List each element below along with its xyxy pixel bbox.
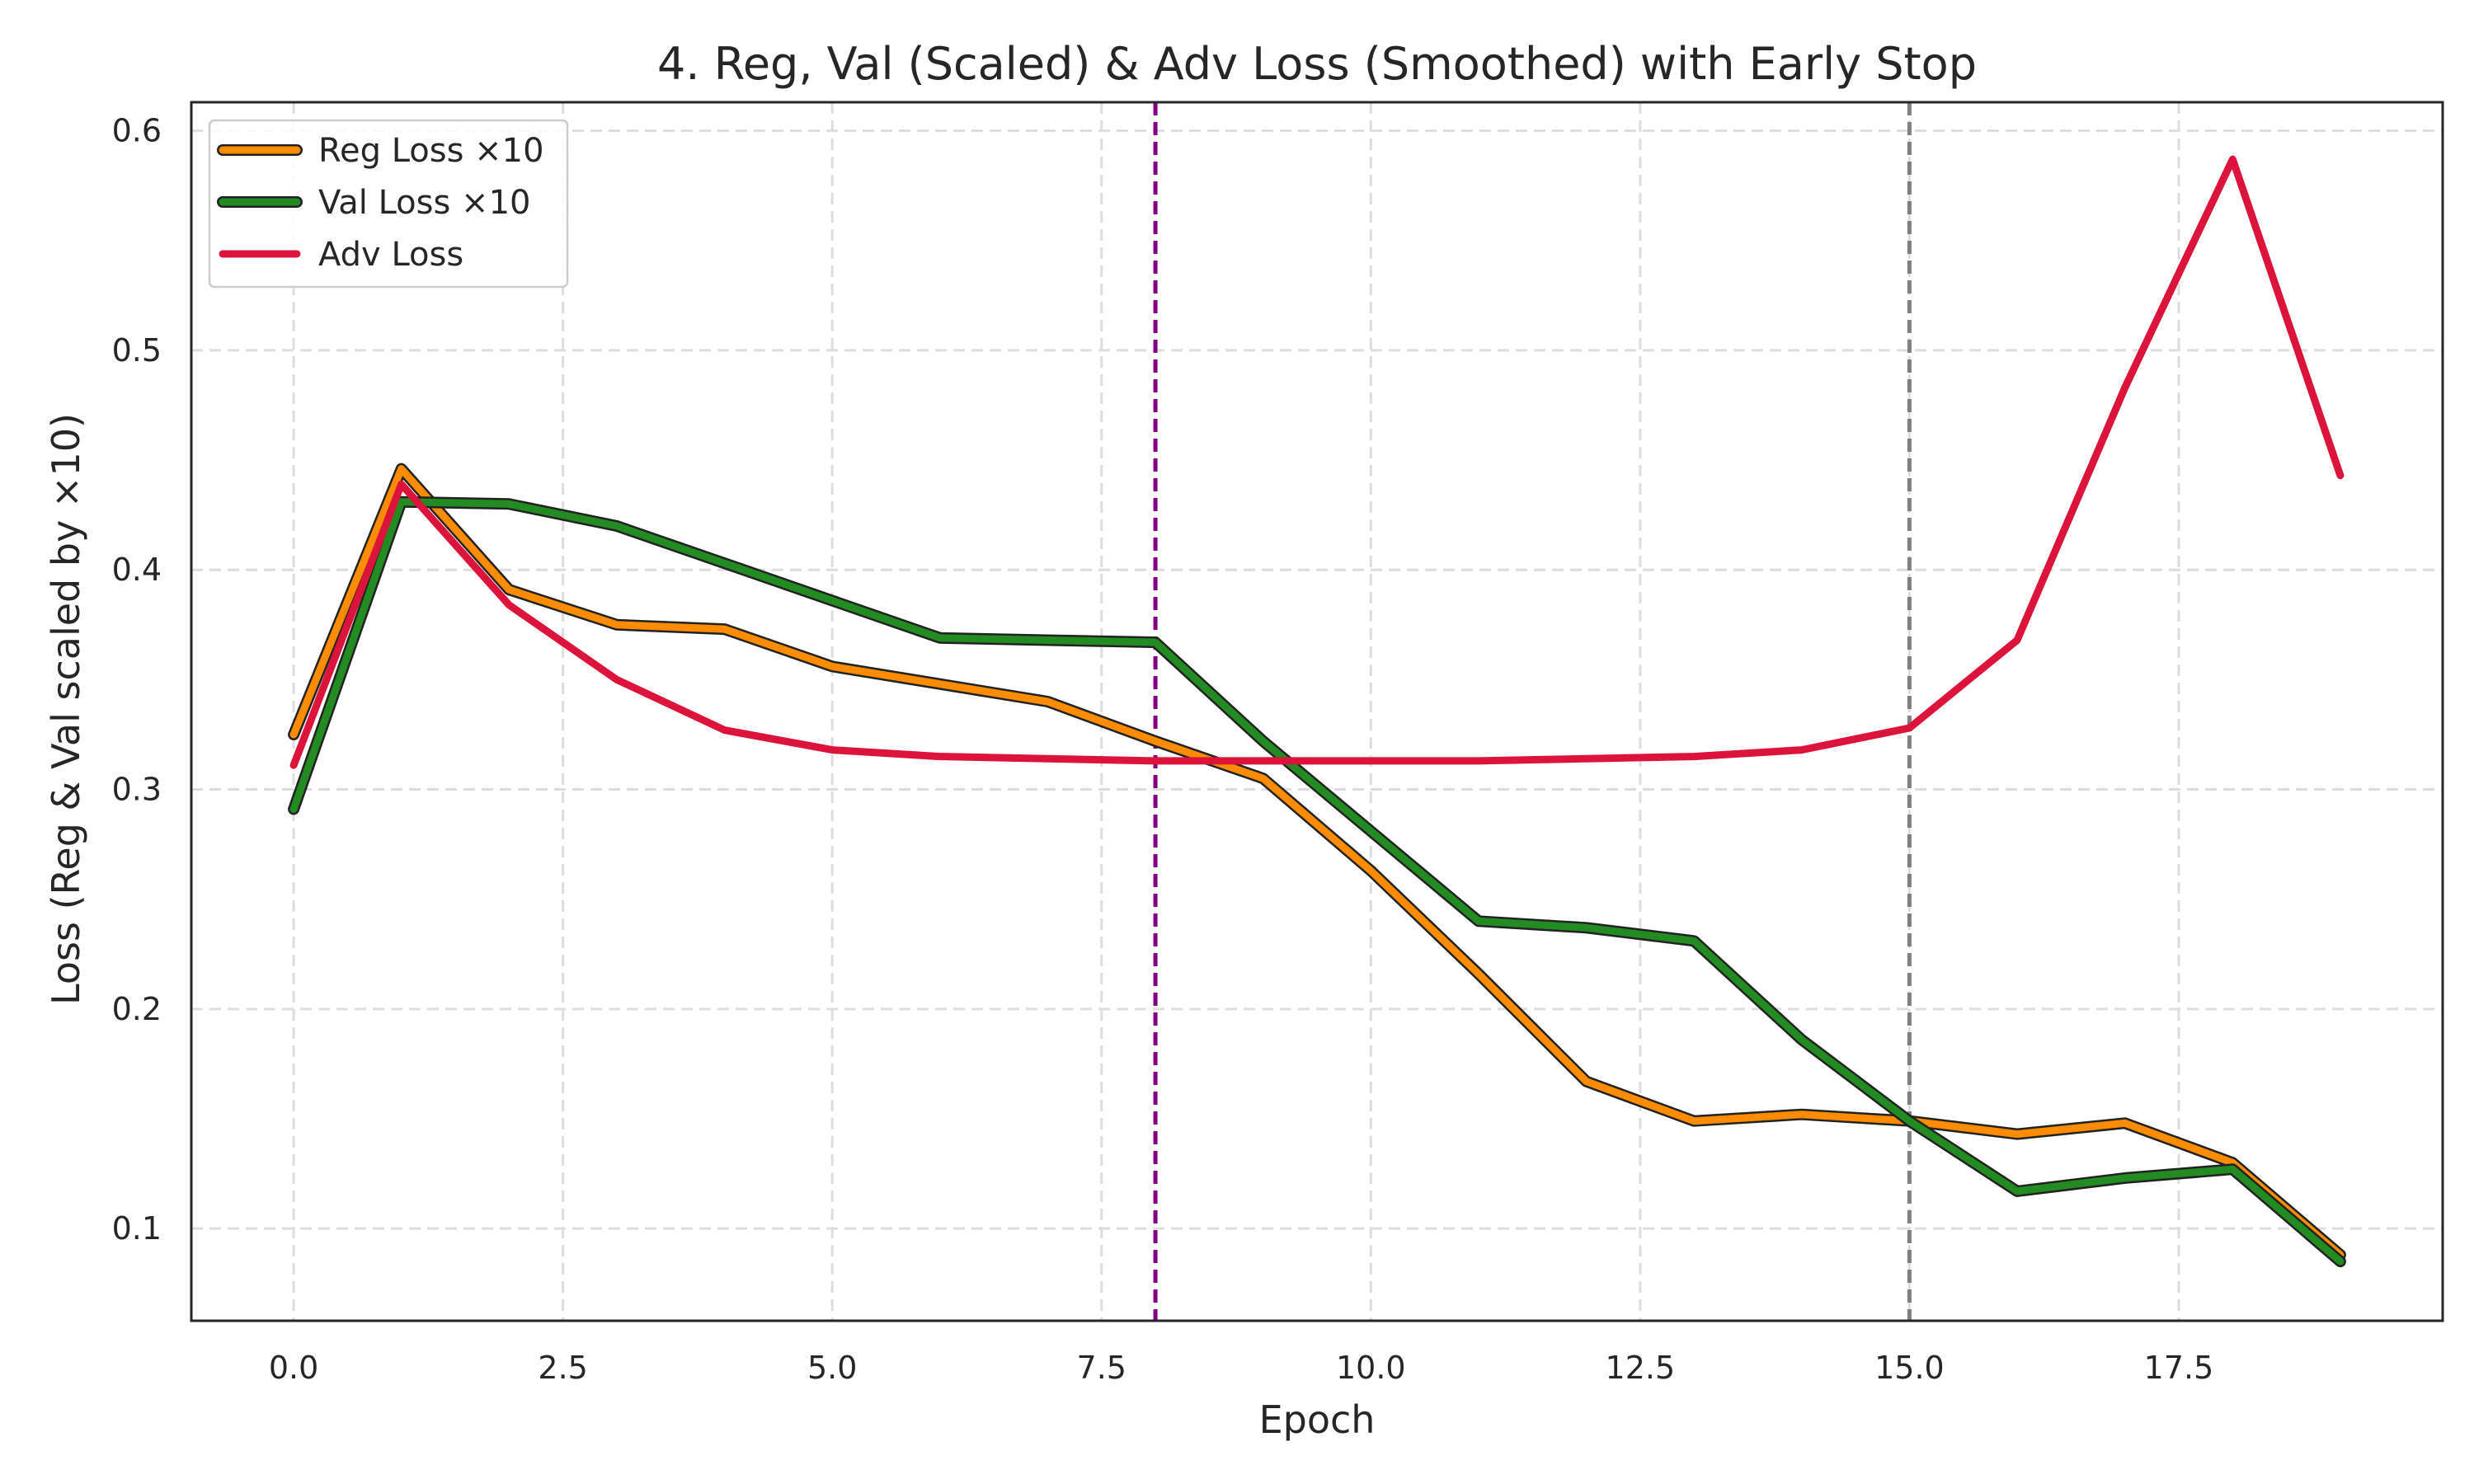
legend-box (208, 119, 569, 289)
series-line (289, 498, 2345, 1266)
y-tick-label: 0.2 (112, 991, 162, 1027)
x-tick-labels: 0.0 2.5 5.0 7.5 10.0 12.5 15.0 17.5 (269, 1350, 2213, 1386)
x-tick-label: 10.0 (1336, 1350, 1406, 1386)
x-tick-label: 7.5 (1077, 1350, 1126, 1386)
early-stop-lines (1153, 102, 1912, 1321)
x-axis-label: Epoch (1259, 1397, 1376, 1442)
x-tick-label: 17.5 (2144, 1350, 2214, 1386)
series-line (289, 155, 2345, 769)
x-tick-label: 0.0 (269, 1350, 318, 1386)
y-tick-label: 0.5 (112, 332, 162, 369)
y-tick-label: 0.3 (112, 772, 162, 808)
legend-label: Val Loss ×10 (318, 184, 530, 222)
x-tick-label: 15.0 (1874, 1350, 1945, 1386)
x-tick-label: 5.0 (807, 1350, 857, 1386)
chart-title: 4. Reg, Val (Scaled) & Adv Loss (Smoothe… (657, 38, 1977, 90)
y-axis-label: Loss (Reg & Val scaled by ×10) (44, 413, 88, 1005)
legend-label: Adv Loss (318, 236, 463, 274)
plot-frame (190, 101, 2444, 1322)
x-tick-label: 2.5 (538, 1350, 587, 1386)
y-tick-label: 0.4 (112, 552, 162, 588)
legend-label: Reg Loss ×10 (318, 132, 544, 170)
y-tick-label: 0.6 (112, 113, 162, 149)
legend: Reg Loss ×10 Val Loss ×10 Adv Loss (208, 119, 569, 289)
y-tick-labels: 0.1 0.2 0.3 0.4 0.5 0.6 (112, 113, 162, 1247)
series-line (289, 465, 2345, 1259)
x-tick-label: 12.5 (1606, 1350, 1676, 1386)
grid-lines (191, 102, 2443, 1321)
series-outline (288, 463, 2346, 1261)
series-lines (288, 155, 2346, 1268)
y-tick-label: 0.1 (112, 1210, 162, 1247)
